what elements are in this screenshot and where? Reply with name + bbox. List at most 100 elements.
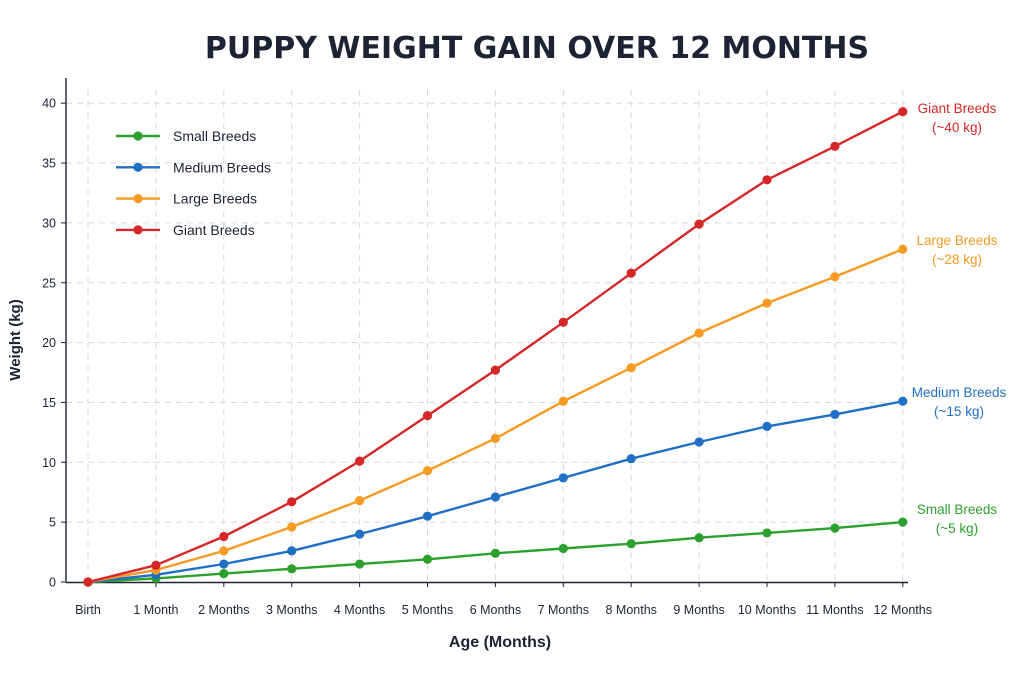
x-tick-label: 8 Months	[605, 603, 656, 617]
legend-label: Small Breeds	[173, 128, 256, 144]
legend-item-small-breeds: Small Breeds	[116, 128, 256, 144]
point-large-breeds	[287, 522, 297, 532]
end-label-small-breeds: (~5 kg)	[936, 521, 978, 536]
point-large-breeds	[355, 496, 365, 506]
y-tick-label: 5	[49, 516, 56, 530]
legend-label: Giant Breeds	[173, 222, 255, 238]
legend: Small Breeds Medium Breeds Large Breeds Gia…	[116, 128, 271, 238]
y-tick-label: 15	[42, 396, 56, 410]
end-labels: Small Breeds (~5 kg) Medium Breeds (~15 kg)…	[912, 101, 1007, 536]
point-small-breeds	[219, 569, 229, 579]
legend-swatch-marker	[133, 194, 143, 204]
legend-item-giant-breeds: Giant Breeds	[116, 222, 255, 238]
point-large-breeds	[219, 546, 229, 556]
point-medium-breeds	[219, 559, 229, 569]
point-medium-breeds	[694, 437, 704, 447]
point-medium-breeds	[422, 511, 433, 521]
point-large-breeds	[626, 363, 636, 373]
legend-item-large-breeds: Large Breeds	[116, 191, 257, 207]
point-large-breeds	[422, 466, 433, 476]
x-tick-label: 4 Months	[334, 603, 385, 617]
point-small-breeds	[626, 539, 636, 549]
end-label-medium-breeds: (~15 kg)	[934, 404, 984, 419]
x-tick-label: 5 Months	[402, 603, 453, 617]
point-giant-breeds	[422, 411, 433, 421]
point-giant-breeds	[219, 531, 229, 542]
x-tick-label: 11 Months	[806, 603, 863, 617]
point-medium-breeds	[626, 454, 636, 464]
point-small-breeds	[830, 523, 840, 533]
x-axis-ticks: Birth 1 Month 2 Months 3 Months 4 Months 5 Mo…	[75, 582, 932, 617]
end-label-large-breeds: (~28 kg)	[932, 252, 982, 267]
point-medium-breeds	[558, 473, 568, 483]
axes	[65, 78, 908, 584]
series-giant-breeds	[83, 106, 908, 587]
y-tick-label: 10	[42, 456, 56, 470]
point-small-breeds	[287, 564, 297, 574]
point-small-breeds	[490, 548, 500, 558]
x-tick-label: 10 Months	[738, 603, 796, 617]
point-large-breeds	[694, 328, 704, 338]
y-tick-label: 25	[42, 276, 56, 290]
point-small-breeds	[694, 533, 704, 543]
x-tick-label: Birth	[75, 603, 101, 617]
point-medium-breeds	[898, 396, 908, 406]
legend-swatch-marker	[133, 225, 143, 235]
y-tick-label: 35	[42, 157, 56, 171]
point-large-breeds	[830, 272, 840, 282]
y-tick-label: 40	[42, 97, 56, 111]
point-giant-breeds	[287, 497, 297, 507]
legend-item-medium-breeds: Medium Breeds	[116, 159, 271, 175]
legend-swatch-marker	[133, 131, 143, 141]
point-large-breeds	[490, 433, 500, 443]
point-giant-breeds	[694, 219, 704, 229]
end-label-medium-breeds: Medium Breeds	[912, 385, 1007, 400]
point-small-breeds	[762, 528, 772, 538]
point-giant-breeds	[626, 268, 636, 278]
point-giant-breeds	[83, 577, 93, 587]
point-large-breeds	[558, 396, 568, 406]
point-medium-breeds	[355, 529, 365, 539]
point-giant-breeds	[762, 175, 772, 185]
point-giant-breeds	[151, 560, 161, 570]
y-tick-label: 30	[42, 216, 56, 230]
y-axis-ticks: 0 5 10 15 20 25 30 35 40	[42, 97, 66, 590]
point-giant-breeds	[490, 365, 500, 375]
end-label-giant-breeds: Giant Breeds	[918, 101, 997, 116]
end-label-small-breeds: Small Breeds	[917, 502, 998, 517]
point-small-breeds	[558, 543, 568, 554]
point-large-breeds	[898, 244, 908, 254]
legend-label: Medium Breeds	[173, 159, 271, 175]
point-giant-breeds	[558, 317, 568, 327]
x-tick-label: 12 Months	[874, 603, 932, 617]
point-giant-breeds	[830, 141, 840, 151]
grid	[66, 90, 905, 582]
y-tick-label: 0	[49, 576, 56, 590]
point-large-breeds	[762, 298, 772, 308]
x-axis-title: Age (Months)	[449, 634, 551, 651]
y-tick-label: 20	[42, 336, 56, 350]
x-tick-label: 1 Month	[133, 603, 178, 617]
point-giant-breeds	[355, 456, 365, 466]
point-medium-breeds	[762, 421, 772, 431]
point-small-breeds	[422, 554, 433, 564]
x-tick-label: 9 Months	[673, 603, 724, 617]
point-small-breeds	[898, 517, 908, 527]
point-giant-breeds	[898, 106, 908, 117]
point-small-breeds	[355, 559, 365, 569]
legend-swatch-marker	[133, 162, 143, 172]
end-label-giant-breeds: (~40 kg)	[932, 120, 982, 135]
end-label-large-breeds: Large Breeds	[916, 233, 997, 248]
series-group	[83, 106, 908, 587]
point-medium-breeds	[287, 546, 297, 556]
x-tick-label: 6 Months	[470, 603, 521, 617]
point-medium-breeds	[830, 409, 840, 420]
series-medium-breeds	[83, 396, 908, 587]
x-tick-label: 3 Months	[266, 603, 317, 617]
x-tick-label: 2 Months	[198, 603, 249, 617]
legend-label: Large Breeds	[173, 191, 257, 207]
y-axis-title: Weight (kg)	[7, 299, 24, 380]
point-medium-breeds	[490, 492, 500, 502]
x-tick-label: 7 Months	[538, 603, 589, 617]
